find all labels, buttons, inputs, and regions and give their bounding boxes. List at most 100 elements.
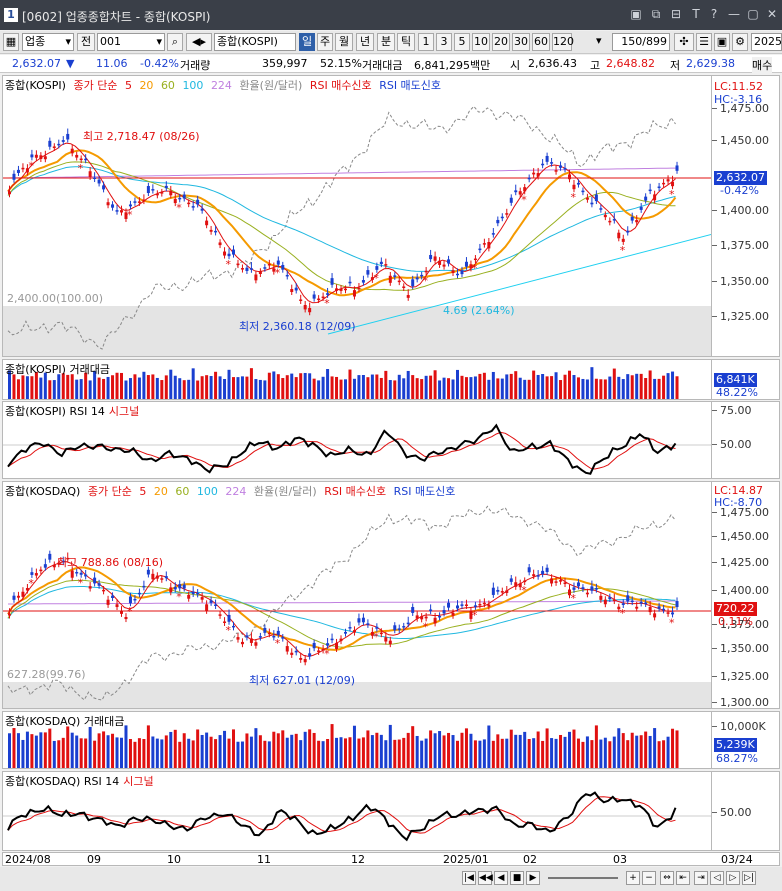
volume-bar (66, 726, 70, 768)
interval-3[interactable]: 3 (436, 33, 452, 51)
volume-bar (442, 377, 446, 399)
minimize-icon[interactable]: — (728, 7, 740, 21)
layout-icon[interactable]: ▣ (630, 7, 642, 21)
volume-bar (608, 741, 612, 768)
kosdaq-high-note: 최고 788.86 (08/16) (57, 556, 164, 569)
candle-body (160, 578, 164, 580)
crosshair-icon[interactable]: ✣ (674, 33, 694, 51)
volume-bar (393, 739, 397, 768)
more-label[interactable]: 매수 (752, 57, 773, 73)
volume-bar (75, 379, 79, 399)
interval-20[interactable]: 20 (492, 33, 510, 51)
grid-icon[interactable]: ▦ (3, 33, 19, 51)
volume-bar (97, 377, 101, 399)
save-icon[interactable]: ▣ (714, 33, 730, 51)
speaker-icon[interactable]: ◀▸ (186, 33, 212, 51)
kospi-volume-panel[interactable]: 종합(KOSPI) 거래대금 (2, 359, 712, 400)
volume-bar (178, 741, 182, 768)
volume-bar (478, 740, 482, 768)
candle-body (142, 199, 146, 202)
volume-bar (447, 378, 451, 399)
candle-body (594, 194, 598, 202)
first-icon[interactable]: |◀ (462, 871, 476, 885)
split-icon[interactable]: ⊟ (670, 7, 682, 21)
period-tick[interactable]: 틱 (397, 33, 415, 51)
kosdaq-price-panel[interactable]: * * * * * * * * * * * * * * 종합(KOSDAQ) 종가 단순 5 20 60 … (2, 481, 712, 709)
period-week[interactable]: 주 (317, 33, 333, 51)
scroll-slider[interactable] (548, 877, 618, 879)
candle-body (102, 185, 106, 190)
period-minute[interactable]: 분 (377, 33, 395, 51)
candle-body (653, 613, 657, 618)
candle-body (621, 603, 625, 605)
candle-body (200, 597, 204, 600)
volume-bar (447, 732, 451, 768)
settings-icon[interactable]: ⚙ (732, 33, 748, 51)
candle-body (254, 274, 258, 281)
shrink-icon[interactable]: ⇤ (676, 871, 690, 885)
kosdaq-tick: 1,400.00 (712, 584, 769, 597)
search-icon[interactable]: ⌕ (167, 33, 183, 51)
volume-bar (594, 378, 598, 399)
kospi-trend-note: 4.69 (2.64%) (443, 304, 515, 317)
volume-bar (308, 729, 312, 768)
volume-bar (487, 379, 491, 399)
scroll-next-icon[interactable]: ▷ (726, 871, 740, 885)
market-select[interactable]: 업종 ▾ (22, 33, 74, 51)
count-field[interactable]: 150/899 (612, 33, 670, 51)
volume-bar (581, 378, 585, 399)
interval-5[interactable]: 5 (454, 33, 470, 51)
interval-30[interactable]: 30 (512, 33, 530, 51)
volume-bar (397, 374, 401, 399)
index-name-field[interactable]: 종합(KOSPI) (214, 33, 296, 51)
candle-body (527, 567, 531, 573)
candle-body (469, 611, 473, 619)
candle-body (12, 173, 16, 180)
volume-bar (608, 376, 612, 399)
volume-bar (88, 380, 92, 399)
candle-body (321, 296, 325, 299)
interval-dropdown-icon[interactable]: ▾ (596, 34, 602, 47)
list-icon[interactable]: ☰ (696, 33, 712, 51)
scroll-prev-icon[interactable]: ◁ (710, 871, 724, 885)
zoom-out-icon[interactable]: − (642, 871, 656, 885)
rewind-icon[interactable]: ◀◀ (478, 871, 493, 885)
kosdaq-legend: 종합(KOSDAQ) 종가 단순 5 20 60 100 224 환율(원/달러… (5, 483, 459, 499)
legend-ma20: 20 (153, 485, 168, 498)
kospi-rsi-panel[interactable]: 종합(KOSPI) RSI 14 시그널 (2, 401, 712, 479)
fit-icon[interactable]: ⇔ (660, 871, 674, 885)
candle-body (205, 220, 209, 226)
legend-name: 종합(KOSPI) (5, 79, 66, 92)
play-back-icon[interactable]: ◀ (494, 871, 508, 885)
interval-1[interactable]: 1 (418, 33, 434, 51)
close-icon[interactable]: ✕ (766, 7, 778, 21)
period-day[interactable]: 일 (299, 33, 315, 51)
candle-body (303, 304, 307, 310)
date-field[interactable]: 2025 (751, 33, 782, 51)
candle-body (424, 270, 428, 273)
code-input[interactable]: 001 ▾ (97, 33, 165, 51)
scroll-end-icon[interactable]: ▷| (742, 871, 756, 885)
maximize-icon[interactable]: ▢ (747, 7, 759, 21)
kospi-price-panel[interactable]: * * * * * * * * * * * * * * 종합(KOSPI) 종가 단순 5 20 60 1… (2, 75, 712, 357)
volume-bar (57, 740, 61, 768)
help-icon[interactable]: ? (710, 7, 718, 21)
interval-10[interactable]: 10 (472, 33, 490, 51)
interval-120[interactable]: 120 (552, 33, 574, 51)
prev-button[interactable]: 전 (77, 33, 95, 51)
period-year[interactable]: 년 (356, 33, 374, 51)
kosdaq-volume-panel[interactable]: 종합(KOSDAQ) 거래대금 (2, 711, 712, 769)
stop-icon[interactable]: ■ (510, 871, 524, 885)
volume-bar (155, 738, 159, 768)
period-month[interactable]: 월 (335, 33, 353, 51)
play-icon[interactable]: ▶ (526, 871, 540, 885)
volume-bar (639, 373, 643, 399)
volume-bar (514, 371, 518, 399)
interval-60[interactable]: 60 (532, 33, 550, 51)
candle-body (559, 165, 563, 168)
kosdaq-rsi-panel[interactable]: 종합(KOSDAQ) RSI 14 시그널 (2, 771, 712, 851)
expand-icon[interactable]: ⇥ (694, 871, 708, 885)
zoom-in-icon[interactable]: + (626, 871, 640, 885)
copy-window-icon[interactable]: ⧉ (651, 7, 661, 21)
font-icon[interactable]: T (692, 7, 700, 21)
